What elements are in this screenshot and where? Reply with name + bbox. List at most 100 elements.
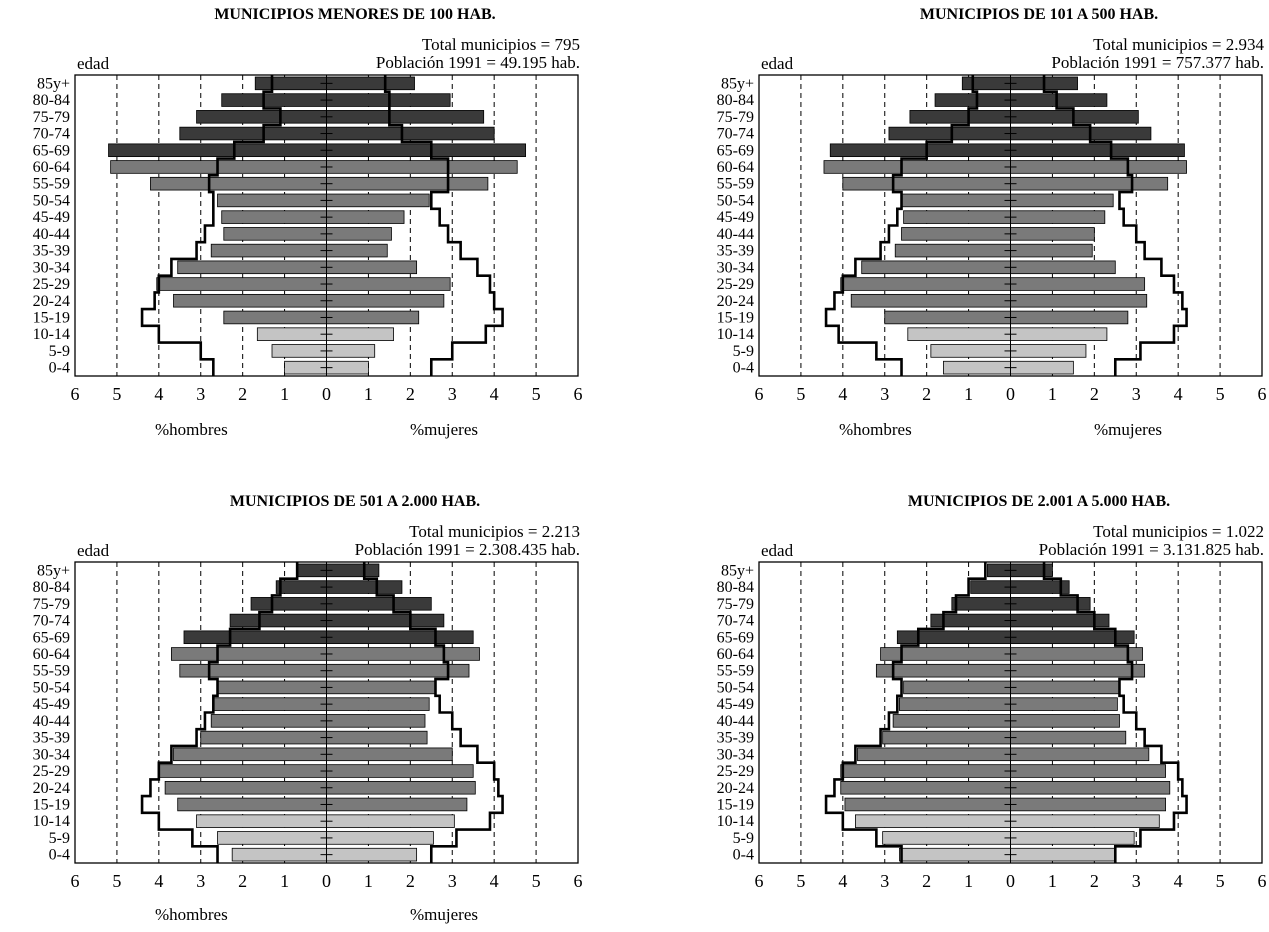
bar-hombres — [909, 110, 1011, 124]
bar-hombres — [223, 227, 327, 241]
age-label: 10-14 — [33, 813, 70, 830]
reference-outline-hombres — [140, 75, 282, 376]
bar-hombres — [951, 597, 1011, 611]
x-tick-label: 6 — [574, 871, 583, 891]
bar-mujeres — [1010, 243, 1093, 258]
age-label: 25-29 — [33, 763, 70, 780]
bar-mujeres — [1010, 780, 1171, 795]
age-label: 15-19 — [717, 796, 754, 813]
bar-mujeres — [1010, 327, 1108, 341]
bar-mujeres — [326, 76, 415, 91]
bar-hombres — [840, 277, 1011, 291]
bar-mujeres — [326, 126, 495, 141]
poblacion-1991: Población 1991 = 2.308.435 hab. — [354, 540, 580, 559]
x-tick-label: 3 — [196, 384, 205, 404]
pyramid-chart: 85y+80-8475-7970-7465-6960-6455-5950-544… — [717, 561, 1267, 891]
bar-hombres — [210, 714, 327, 728]
age-label: 45-49 — [33, 696, 70, 713]
age-label: 50-54 — [717, 192, 754, 209]
age-label: 80-84 — [33, 92, 70, 109]
x-tick-label: 6 — [71, 871, 80, 891]
x-tick-label: 3 — [880, 384, 889, 404]
panel-2: MUNICIPIOS DE 501 A 2.000 HAB. Total mun… — [10, 487, 590, 930]
age-label: 25-29 — [717, 763, 754, 780]
age-label: 5-9 — [49, 343, 70, 360]
chart-title: MUNICIPIOS DE 101 A 500 HAB. — [919, 6, 1159, 23]
bar-mujeres — [326, 293, 445, 308]
bar-hombres — [229, 613, 327, 628]
bar-mujeres — [1010, 277, 1146, 291]
bar-hombres — [884, 310, 1011, 325]
bar-hombres — [156, 277, 327, 291]
bar-mujeres — [1010, 227, 1095, 241]
y-axis-label: edad — [761, 54, 794, 73]
panel-3: MUNICIPIOS DE 2.001 A 5.000 HAB. Total m… — [694, 487, 1269, 930]
x-label-mujeres: %mujeres — [410, 905, 478, 924]
age-label: 80-84 — [717, 92, 754, 109]
x-tick-label: 6 — [574, 384, 583, 404]
bar-hombres — [223, 310, 327, 325]
age-label: 40-44 — [33, 713, 70, 730]
panel-0: MUNICIPIOS MENORES DE 100 HAB. Total mun… — [10, 0, 590, 455]
bar-hombres — [896, 630, 1011, 645]
bar-mujeres — [1010, 160, 1187, 174]
x-tick-label: 1 — [1048, 871, 1057, 891]
age-label: 50-54 — [33, 192, 70, 209]
bar-hombres — [901, 193, 1011, 208]
age-label: 0-4 — [49, 847, 70, 864]
bar-hombres — [880, 647, 1011, 661]
bar-hombres — [903, 210, 1011, 224]
chart-title: MUNICIPIOS MENORES DE 100 HAB. — [214, 6, 496, 23]
age-label: 15-19 — [33, 796, 70, 813]
bar-mujeres — [326, 176, 489, 191]
x-label-mujeres: %mujeres — [410, 420, 478, 439]
age-label: 10-14 — [717, 813, 754, 830]
x-tick-label: 2 — [922, 871, 931, 891]
x-tick-label: 1 — [1048, 384, 1057, 404]
age-label: 15-19 — [717, 309, 754, 326]
age-label: 85y+ — [37, 75, 70, 92]
pyramid-chart: 85y+80-8475-7970-7465-6960-6455-5950-544… — [33, 561, 583, 891]
age-label: 40-44 — [33, 226, 70, 243]
reference-outline-hombres — [140, 562, 299, 863]
age-label: 65-69 — [33, 142, 70, 159]
bar-mujeres — [326, 310, 420, 325]
bar-mujeres — [1010, 814, 1160, 828]
age-label: 20-24 — [33, 780, 70, 797]
age-label: 75-79 — [33, 596, 70, 613]
age-label: 0-4 — [733, 847, 754, 864]
bar-hombres — [840, 764, 1011, 778]
bar-hombres — [150, 176, 327, 191]
bar-hombres — [284, 360, 327, 375]
bar-hombres — [901, 227, 1011, 241]
pyramid-chart: 85y+80-8475-7970-7465-6960-6455-5950-544… — [33, 74, 583, 404]
age-label: 0-4 — [49, 360, 70, 377]
bar-hombres — [899, 697, 1011, 711]
bar-hombres — [250, 597, 327, 611]
x-tick-label: 1 — [364, 871, 373, 891]
bar-hombres — [875, 663, 1011, 678]
age-label: 45-49 — [33, 209, 70, 226]
bar-mujeres — [1010, 126, 1152, 141]
x-label-hombres: %hombres — [839, 420, 912, 439]
x-tick-label: 0 — [1006, 871, 1015, 891]
age-label: 20-24 — [33, 293, 70, 310]
bar-hombres — [179, 126, 327, 141]
bar-hombres — [899, 847, 1011, 862]
bar-hombres — [177, 260, 327, 275]
x-tick-label: 5 — [112, 871, 121, 891]
age-label: 60-64 — [33, 159, 70, 176]
age-label: 5-9 — [49, 830, 70, 847]
x-tick-label: 5 — [532, 871, 541, 891]
bar-hombres — [275, 580, 327, 594]
bar-mujeres — [326, 764, 474, 778]
age-label: 65-69 — [717, 142, 754, 159]
age-label: 60-64 — [717, 159, 754, 176]
bar-hombres — [200, 730, 327, 745]
age-label: 70-74 — [717, 126, 754, 143]
bar-mujeres — [326, 143, 527, 158]
x-tick-label: 1 — [280, 871, 289, 891]
bar-mujeres — [1010, 663, 1146, 678]
x-tick-label: 4 — [154, 384, 163, 404]
bar-mujeres — [326, 613, 445, 628]
